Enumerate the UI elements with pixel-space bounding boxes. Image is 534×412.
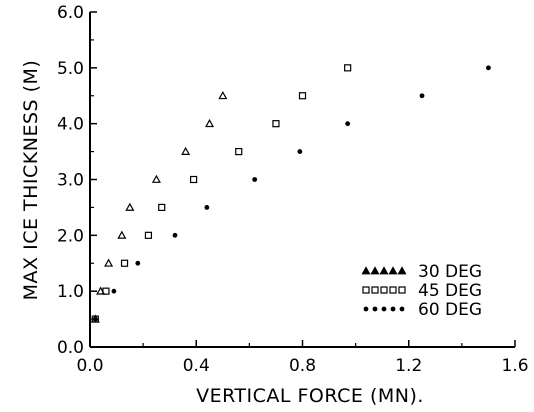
legend-marker-45-deg — [398, 286, 406, 294]
point-45-deg — [91, 315, 99, 323]
y-tick-label: 4.0 — [57, 115, 84, 135]
y-axis-title: MAX ICE THICKNESS (M) — [20, 60, 42, 301]
point-45-deg — [298, 92, 307, 100]
legend-marker-45-deg — [362, 286, 370, 294]
legend-marker-30-deg — [370, 266, 380, 275]
legend-marker-45-deg — [389, 286, 397, 294]
y-tick-label: 5.0 — [57, 59, 84, 79]
point-30-deg — [125, 202, 135, 211]
x-tick-label: 0.4 — [183, 356, 210, 376]
point-60-deg — [135, 260, 141, 266]
legend-marker-60-deg — [372, 306, 378, 312]
point-45-deg — [344, 64, 352, 72]
point-30-deg — [181, 146, 191, 155]
x-tick-label: 1.6 — [501, 356, 528, 376]
y-tick-label: 1.0 — [57, 282, 84, 302]
point-45-deg — [272, 120, 280, 128]
point-45-deg — [102, 287, 110, 295]
point-60-deg — [252, 177, 258, 182]
point-30-deg — [151, 174, 161, 183]
legend-marker-30-deg — [388, 266, 398, 275]
legend-marker-30-deg — [361, 266, 371, 275]
point-45-deg — [144, 231, 153, 239]
point-30-deg — [117, 230, 127, 239]
legend-marker-60-deg — [399, 306, 405, 312]
y-tick-label: 3.0 — [57, 171, 84, 191]
point-30-deg — [218, 91, 228, 100]
point-60-deg — [345, 121, 351, 127]
point-30-deg — [205, 118, 215, 128]
x-tick-label: 0.0 — [76, 356, 103, 376]
legend-marker-30-deg — [379, 266, 389, 275]
point-60-deg — [172, 232, 178, 238]
legend-marker-60-deg — [381, 306, 387, 312]
y-tick-label: 0.0 — [57, 338, 84, 358]
legend-label-45-deg: 45 DEG — [418, 281, 482, 301]
y-axis-ticks: 0.0 1.0 2.0 3.0 4.0 5.0 6.0 — [57, 3, 97, 358]
legend-label-60-deg: 60 DEG — [418, 300, 482, 320]
legend-marker-45-deg — [371, 286, 379, 294]
x-axis-title: VERTICAL FORCE (MN). — [196, 385, 424, 407]
point-45-deg — [158, 203, 166, 212]
x-tick-label: 1.2 — [395, 356, 422, 376]
data-points — [90, 64, 491, 323]
legend-label-30-deg: 30 DEG — [418, 262, 482, 282]
x-axis-ticks: 0.0 0.4 0.8 1.2 1.6 — [76, 340, 529, 376]
point-45-deg — [189, 175, 198, 184]
legend-marker-60-deg — [390, 306, 396, 312]
y-tick-label: 2.0 — [57, 226, 84, 246]
point-45-deg — [235, 147, 243, 156]
legend-marker-60-deg — [363, 306, 369, 312]
point-30-deg — [104, 258, 114, 267]
point-60-deg — [297, 149, 303, 154]
x-tick-label: 0.8 — [289, 356, 316, 376]
point-60-deg — [111, 288, 117, 294]
point-60-deg — [419, 93, 425, 99]
y-tick-label: 6.0 — [57, 3, 84, 23]
point-45-deg — [120, 259, 129, 267]
point-60-deg — [204, 205, 210, 210]
legend-marker-30-deg — [397, 266, 407, 275]
legend-marker-45-deg — [380, 286, 388, 294]
point-60-deg — [486, 65, 491, 71]
point-60-deg — [92, 316, 98, 322]
